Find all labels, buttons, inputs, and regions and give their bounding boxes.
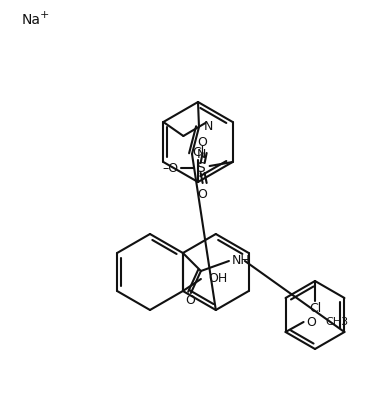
Text: O: O — [198, 135, 208, 148]
Text: Na: Na — [22, 13, 41, 27]
Text: +: + — [40, 10, 49, 20]
Text: OH: OH — [208, 271, 227, 285]
Text: Cl: Cl — [309, 302, 321, 316]
Text: CH3: CH3 — [326, 317, 349, 327]
Text: N: N — [196, 148, 206, 160]
Text: S: S — [196, 161, 205, 175]
Text: NH: NH — [232, 254, 250, 267]
Text: Cl: Cl — [192, 146, 204, 158]
Text: N: N — [203, 121, 213, 133]
Text: O: O — [198, 187, 208, 201]
Text: O: O — [185, 295, 195, 308]
Text: O: O — [307, 316, 317, 328]
Text: –O: –O — [163, 162, 179, 174]
